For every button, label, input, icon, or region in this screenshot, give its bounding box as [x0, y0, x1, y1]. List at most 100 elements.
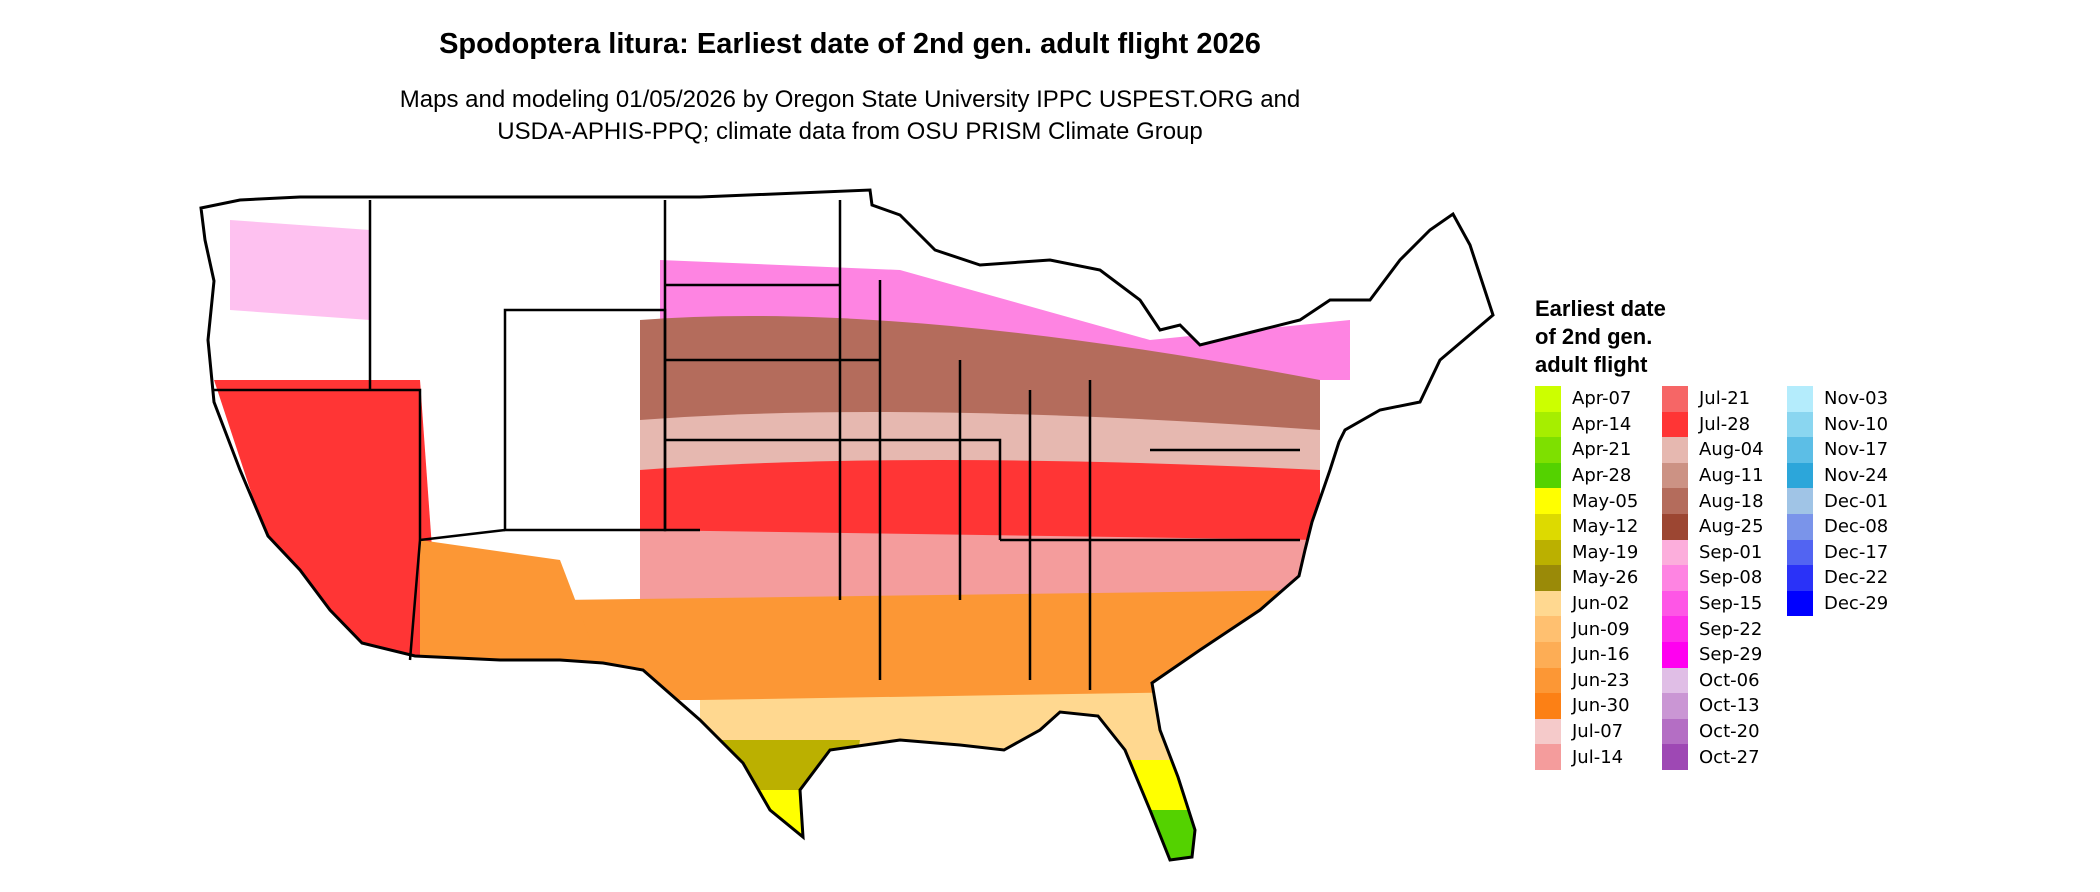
state-line: [958, 360, 1092, 690]
legend-item: Dec-08: [1787, 513, 1889, 540]
region-gulf-states: [560, 590, 1320, 700]
legend-item: Jul-21: [1662, 386, 1764, 412]
legend-swatch: [1662, 386, 1688, 412]
legend-swatch: [1662, 488, 1688, 514]
legend-swatch: [1535, 462, 1561, 489]
legend-item: May-12: [1535, 513, 1638, 540]
legend-item: Dec-29: [1787, 590, 1889, 617]
state-line: [1000, 448, 1300, 542]
legend-label: Jun-30: [1572, 695, 1630, 717]
legend-title-line: adult flight: [1535, 352, 1648, 377]
legend-label: Nov-10: [1824, 413, 1889, 435]
legend-label: Oct-27: [1699, 746, 1760, 768]
legend-label: Jul-07: [1572, 721, 1624, 743]
legend-swatch: [1535, 641, 1561, 668]
legend-item: May-26: [1535, 565, 1638, 591]
legend-item: Aug-04: [1662, 437, 1764, 463]
legend-label: Oct-06: [1699, 669, 1760, 691]
legend-label: Sep-22: [1699, 618, 1763, 640]
legend-title: Earliest date of 2nd gen. adult flight: [1535, 295, 1666, 379]
legend-swatch: [1535, 616, 1561, 642]
state-line: [408, 528, 506, 661]
legend-title-line: of 2nd gen.: [1535, 324, 1653, 349]
legend-label: Aug-25: [1699, 516, 1764, 538]
legend-label: Jun-02: [1572, 593, 1630, 615]
legend-item: Jun-16: [1535, 641, 1638, 668]
legend-label: Nov-24: [1824, 465, 1889, 487]
legend-label: Dec-29: [1824, 593, 1889, 615]
legend-item: Dec-17: [1787, 539, 1889, 566]
legend-label: May-19: [1572, 541, 1639, 563]
legend-swatch: [1535, 744, 1561, 770]
legend-item: Nov-10: [1787, 411, 1889, 438]
legend-swatch: [1662, 437, 1688, 463]
legend-swatch: [1662, 539, 1688, 566]
legend-swatch: [1535, 488, 1561, 514]
legend-item: May-19: [1535, 539, 1639, 566]
legend-swatch: [1535, 437, 1561, 463]
legend-label: Apr-28: [1572, 465, 1632, 487]
legend-label: Apr-07: [1572, 388, 1632, 410]
legend-item: Oct-27: [1662, 744, 1764, 770]
legend-item: Sep-29: [1662, 641, 1764, 668]
legend-item: Apr-28: [1535, 462, 1638, 489]
legend-label: Oct-13: [1699, 695, 1760, 717]
map-raster: [201, 190, 1493, 860]
legend-swatch: [1787, 411, 1813, 438]
legend-swatch: [1535, 411, 1561, 438]
state-line: [838, 200, 882, 680]
legend-column: Jul-21 Jul-28 Aug-04 Aug-11 Aug-18 Aug-25 Sep-…: [1662, 386, 1764, 770]
state-line: [665, 283, 1002, 540]
legend-label: Sep-29: [1699, 644, 1763, 666]
legend-item: Oct-06: [1662, 667, 1764, 694]
legend-item: Nov-03: [1787, 386, 1888, 412]
legend-label: Sep-08: [1699, 567, 1763, 589]
legend-label: Dec-08: [1824, 516, 1889, 538]
legend-swatch: [1662, 744, 1688, 770]
legend-swatch: [1662, 718, 1688, 745]
legend-swatch: [1535, 513, 1561, 540]
legend-label: Oct-20: [1699, 721, 1760, 743]
legend-item: Aug-18: [1662, 488, 1764, 514]
legend-label: Dec-01: [1824, 490, 1889, 512]
legend-label: Jul-28: [1699, 413, 1751, 435]
region-mid-latitude: [640, 460, 1320, 545]
legend-swatch: [1787, 590, 1813, 617]
legend-label: Jun-16: [1572, 644, 1630, 666]
legend-item: Jun-09: [1535, 616, 1638, 642]
region-upper-midwest: [640, 316, 1320, 440]
legend-swatch: [1535, 718, 1561, 745]
chart-subtitle: Maps and modeling 01/05/2026 by Oregon S…: [0, 84, 1700, 148]
legend-swatch: [1787, 513, 1813, 540]
legend-label: Jul-21: [1699, 388, 1751, 410]
legend-swatch: [1662, 616, 1688, 642]
region-pacific-northwest: [230, 220, 370, 320]
legend-label: Aug-18: [1699, 490, 1764, 512]
legend-item: Oct-20: [1662, 718, 1764, 745]
legend-swatch: [1787, 462, 1813, 489]
legend-swatch: [1662, 693, 1688, 719]
legend-label: Dec-22: [1824, 567, 1889, 589]
legend-swatch: [1662, 462, 1688, 489]
legend-item: Jul-07: [1535, 718, 1638, 745]
legend-item: Apr-07: [1535, 386, 1638, 412]
state-line: [663, 200, 700, 532]
legend-item: Jun-23: [1535, 667, 1638, 694]
region-southern-plains: [640, 530, 1320, 610]
legend-label: Apr-14: [1572, 413, 1632, 435]
legend-item: Apr-21: [1535, 437, 1638, 463]
legend-swatch: [1662, 590, 1688, 617]
legend-label: Jul-14: [1572, 746, 1624, 768]
legend-label: Dec-17: [1824, 541, 1889, 563]
legend-label: Nov-03: [1824, 388, 1889, 410]
legend-swatch: [1535, 590, 1561, 617]
legend-item: Aug-11: [1662, 462, 1764, 489]
legend-item: Jun-30: [1535, 693, 1638, 719]
legend-swatch: [1535, 539, 1561, 566]
chart-title: Spodoptera litura: Earliest date of 2nd …: [439, 28, 1261, 60]
legend-item: Oct-13: [1662, 693, 1764, 719]
state-line: [214, 388, 422, 540]
region-texas-tip: [760, 790, 830, 850]
